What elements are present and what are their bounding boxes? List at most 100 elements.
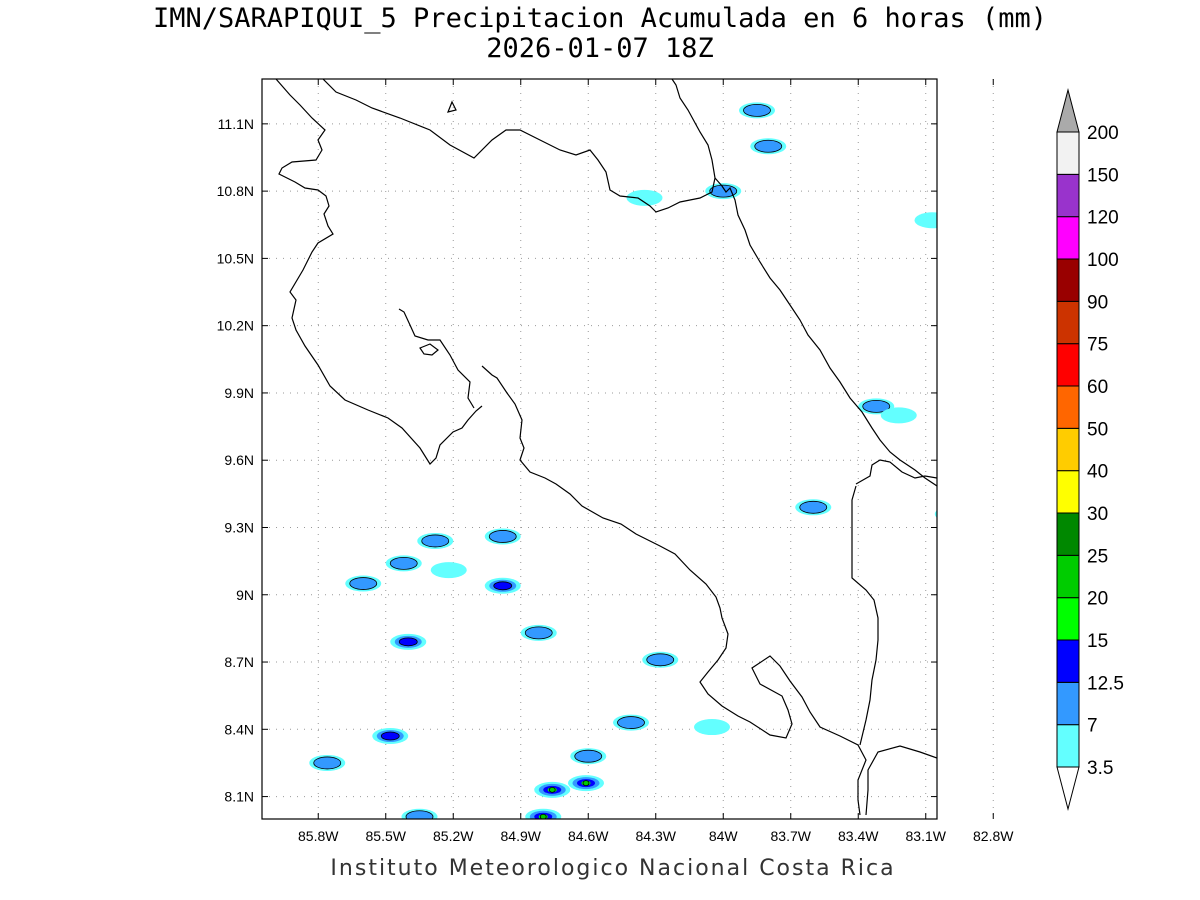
coastline-caribbean [714, 177, 937, 487]
colorbar-swatch [1056, 343, 1080, 387]
precip-cell [385, 555, 422, 572]
precip-contour-12-5 [493, 581, 513, 591]
colorbar: 3.5 7 12.5 15 20 25 30 40 50 60 75 90 100 120 150 200 [1056, 88, 1124, 811]
lon-tick-label: 84.3W [636, 828, 677, 844]
colorbar-label: 100 [1087, 250, 1119, 271]
precip-contour-12-5 [998, 658, 1016, 666]
colorbar-swatch [1056, 724, 1080, 768]
precip-contour-3-5 [1016, 638, 1052, 654]
precip-contour-7 [993, 656, 1020, 668]
lon-tick-label: 85.2W [433, 828, 474, 844]
colorbar-label: 15 [1087, 631, 1108, 652]
colorbar-swatch [1056, 427, 1080, 472]
colorbar-swatch [1056, 639, 1080, 683]
border-panama-south [851, 485, 879, 746]
colorbar-label: 3.5 [1087, 758, 1113, 779]
colorbar-swatch [1056, 470, 1080, 514]
precip-contour-3-5 [694, 719, 730, 736]
precip-cell [626, 189, 663, 206]
precip-contour-7 [743, 103, 771, 117]
island-nicaragua-north [447, 100, 457, 113]
colorbar-label: 200 [1087, 123, 1119, 144]
lon-tick-label: 84W [709, 828, 739, 844]
lat-lon-grid [262, 79, 994, 819]
precip-contour-7 [574, 749, 603, 763]
precip-contour-3-5 [953, 149, 989, 165]
colorbar-label: 90 [1087, 292, 1108, 313]
precip-contour-7 [488, 530, 517, 543]
precip-cell [401, 808, 438, 819]
precip-cell [525, 808, 562, 819]
precip-contour-7 [799, 500, 828, 514]
colorbar-label: 30 [1087, 504, 1108, 525]
colorbar-label: 60 [1087, 377, 1108, 398]
precip-cell [430, 562, 467, 579]
lat-tick-label: 10.5N [217, 250, 254, 266]
lat-tick-label: 8.1N [224, 789, 254, 805]
precip-contour-3-5 [430, 562, 467, 579]
lon-tick-label: 83.4W [838, 828, 879, 844]
lat-tick-label: 10.8N [217, 183, 254, 199]
map-title: IMN/SARAPIQUI_5 Precipitacion Acumulada … [152, 3, 1048, 34]
plot-area [262, 79, 937, 819]
colorbar-label: 50 [1087, 419, 1108, 440]
lon-tick-label: 84.9W [501, 828, 542, 844]
coastline-central-pacific [481, 365, 867, 816]
colorbar-label: 25 [1087, 546, 1108, 567]
precip-contour-3-5 [626, 189, 663, 206]
precip-cell [914, 212, 937, 229]
precip-contour-3-5 [934, 510, 937, 518]
lat-tick-label: 11.1N [218, 116, 254, 132]
precip-cell [795, 499, 832, 516]
precip-contour-7 [646, 653, 675, 667]
precip-contour-7 [754, 139, 783, 153]
colorbar-label: 20 [1087, 589, 1108, 610]
colorbar-label: 12.5 [1087, 673, 1124, 694]
colorbar-swatch [1056, 597, 1080, 641]
axis-ticks: 11.1N 10.8N 10.5N 10.2N 9.9N 9.6N 9.3N 9N 8.7N 8.… [217, 79, 1014, 844]
precip-contour-20 [582, 780, 590, 787]
map-valid-time: 2026-01-07 18Z [486, 33, 714, 64]
precip-contour-7 [1020, 640, 1047, 652]
colorbar-label: 150 [1087, 165, 1119, 186]
precip-cell [484, 528, 521, 545]
colorbar-swatch [1056, 216, 1080, 260]
colorbar-label: 120 [1087, 208, 1119, 229]
precip-contour-20 [548, 786, 556, 793]
precip-contour-7 [957, 151, 984, 163]
precip-contour-12-5 [398, 637, 418, 647]
lon-tick-label: 84.6W [568, 828, 609, 844]
precip-cell [613, 714, 649, 731]
lat-tick-label: 9.6N [224, 452, 254, 468]
precip-cell [750, 138, 787, 155]
colorbar-label: 75 [1087, 335, 1108, 356]
lon-tick-label: 82.8W [973, 828, 1014, 844]
credit-text: Instituto Meteorologico Nacional Costa R… [330, 856, 896, 881]
colorbar-high-arrow [1056, 88, 1080, 133]
colorbar-swatch [1056, 173, 1080, 218]
lat-tick-label: 10.2N [217, 318, 254, 334]
precipitation-contours [309, 102, 1052, 819]
precip-cell [934, 510, 937, 518]
colorbar-swatch [1056, 554, 1080, 599]
precip-contour-7 [421, 534, 450, 548]
precip-cell [484, 577, 521, 594]
precip-contour-7 [524, 626, 553, 640]
colorbar-label: 7 [1087, 716, 1098, 737]
colorbar-swatch [1056, 300, 1080, 345]
precip-contour-7 [313, 756, 342, 770]
lat-tick-label: 8.7N [224, 654, 254, 670]
precip-cell [520, 624, 557, 641]
lat-tick-label: 9N [236, 587, 254, 603]
precip-cell [534, 781, 571, 798]
border-panama [855, 459, 937, 485]
precip-cell [694, 719, 730, 736]
coastline-nicoya-gulf [398, 308, 475, 409]
colorbar-swatch [1056, 131, 1080, 175]
precip-cell [1016, 638, 1052, 654]
precip-cell [953, 149, 989, 165]
precip-contour-12-5 [380, 731, 400, 741]
lat-tick-label: 9.9N [224, 385, 254, 401]
precip-contour-3-5 [880, 407, 917, 424]
